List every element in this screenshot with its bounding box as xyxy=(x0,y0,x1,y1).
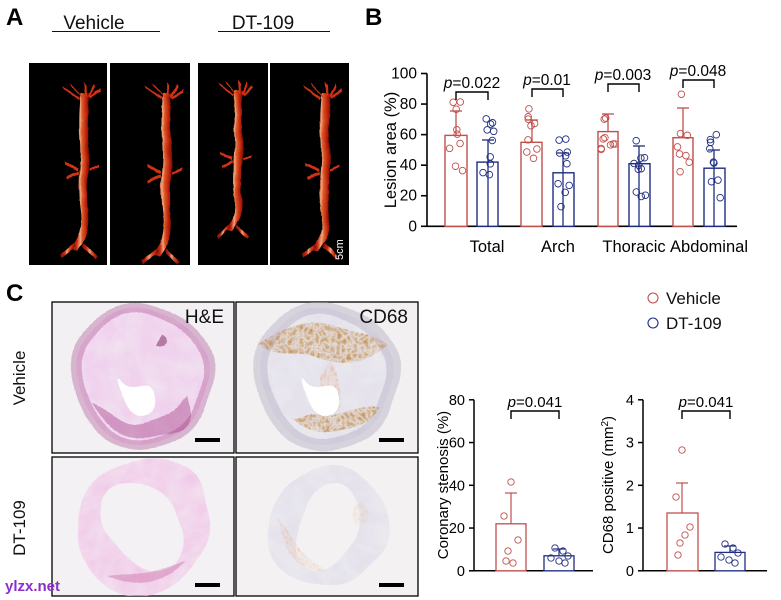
svg-text:DT-109: DT-109 xyxy=(666,314,722,333)
svg-text:1: 1 xyxy=(626,521,634,537)
svg-text:CD68: CD68 xyxy=(359,307,408,328)
svg-text:H&E: H&E xyxy=(185,307,224,328)
svg-text:0: 0 xyxy=(457,564,465,580)
svg-text:0: 0 xyxy=(626,564,634,580)
svg-text:Coronary stenosis (%): Coronary stenosis (%) xyxy=(435,411,452,559)
svg-text:80: 80 xyxy=(449,393,465,409)
svg-text:CD68 positive (mm2): CD68 positive (mm2) xyxy=(600,416,618,554)
svg-text:4: 4 xyxy=(626,393,634,409)
svg-text:2: 2 xyxy=(626,478,634,494)
svg-text:Vehicle: Vehicle xyxy=(666,289,721,308)
svg-text:p=0.041: p=0.041 xyxy=(507,394,563,411)
svg-text:p=0.041: p=0.041 xyxy=(678,394,734,411)
svg-text:3: 3 xyxy=(626,436,634,452)
